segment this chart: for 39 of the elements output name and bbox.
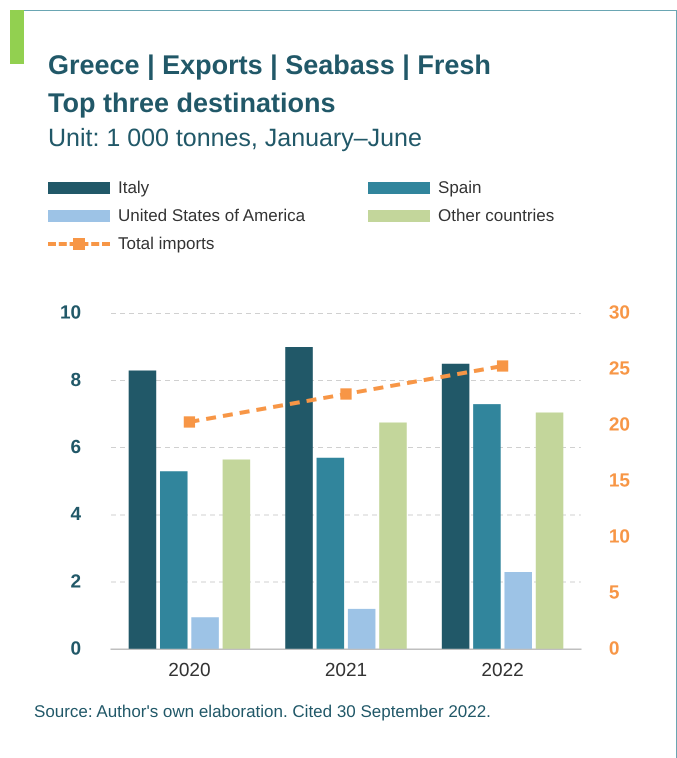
y2-tick-label: 20: [608, 414, 630, 436]
y2-tick-label: 30: [608, 302, 630, 324]
y-tick-label: 0: [70, 638, 82, 660]
bar: [128, 370, 156, 649]
y2-tick-label: 25: [608, 358, 630, 380]
legend-label: Spain: [438, 178, 482, 198]
y-tick-label: 8: [70, 370, 82, 391]
y-tick-label: 4: [70, 504, 82, 526]
chart-subtitle: Unit: 1 000 tonnes, January–June: [48, 124, 422, 153]
y-tick-label: 10: [60, 302, 82, 324]
bar: [473, 404, 501, 649]
y2-tick-label: 10: [608, 526, 630, 548]
y2-tick-label: 0: [608, 638, 620, 660]
bar: [379, 422, 407, 649]
x-tick-label: 2020: [168, 660, 211, 681]
legend-label: United States of America: [118, 206, 306, 226]
bar: [504, 572, 532, 649]
point: [340, 388, 352, 400]
source-note: Source: Author's own elaboration. Cited 30 September 2022.: [34, 701, 492, 723]
bar: [316, 458, 344, 649]
y-tick-label: 2: [70, 571, 82, 592]
chart-title: Greece | Exports | Seabass | Fresh Top three destinations: [48, 49, 491, 120]
legend-label: Other countries: [438, 206, 554, 226]
bar: [348, 608, 376, 649]
bar: [442, 364, 470, 649]
y2-tick-label: 5: [608, 582, 620, 604]
y-tick-label: 6: [70, 436, 82, 458]
point: [184, 416, 196, 428]
x-tick-label: 2021: [324, 660, 368, 681]
point: [496, 360, 508, 372]
x-tick-label: 2022: [481, 660, 524, 681]
legend-label: Italy: [118, 178, 150, 198]
legend-label: Total imports: [118, 234, 214, 254]
bar: [536, 412, 564, 649]
bar: [222, 459, 250, 649]
bar: [191, 617, 219, 649]
bar: [160, 471, 188, 649]
y2-tick-label: 15: [608, 470, 630, 492]
bar: [285, 346, 313, 649]
